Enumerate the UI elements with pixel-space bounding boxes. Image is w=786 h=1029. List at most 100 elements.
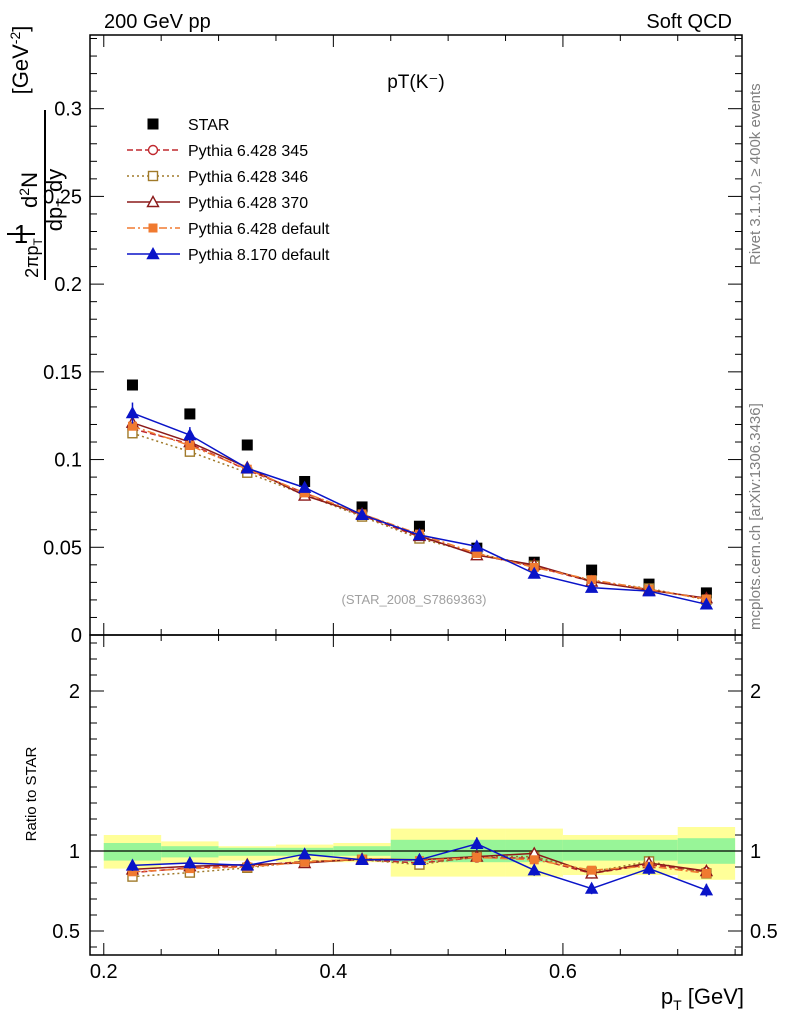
ratio-data-point <box>699 883 714 896</box>
legend-entry: Pythia 6.428 370 <box>127 195 308 212</box>
main-data-point <box>125 406 140 419</box>
main-y-tick-label: 0.3 <box>54 99 82 121</box>
ratio-data-point <box>183 856 197 869</box>
main-data-point <box>127 421 137 431</box>
ratio-data-point <box>470 836 484 849</box>
ratio-plot-frame <box>89 634 743 956</box>
ratio-data-point <box>240 858 254 871</box>
ratio-data-point <box>701 868 711 878</box>
main-data-point <box>413 520 425 532</box>
main-data-point <box>241 439 253 451</box>
main-data-point <box>584 580 599 593</box>
legend-entry: STAR <box>147 117 229 134</box>
x-tick-label: 0.4 <box>319 961 347 983</box>
legend-marker <box>147 170 159 182</box>
svg-text:2πpT: 2πpT <box>22 237 45 277</box>
legend: STAR Pythia 6.428 345 Pythia 6.428 346 Pyth… <box>127 117 330 264</box>
legend-marker <box>147 144 159 156</box>
main-data-point <box>355 507 369 521</box>
legend-entry: Pythia 6.428 default <box>127 221 330 238</box>
ratio-band-inner <box>218 847 276 856</box>
main-series-line <box>132 412 707 606</box>
ratio-data-point <box>527 863 541 876</box>
main-data-point <box>240 461 254 474</box>
legend-marker <box>147 118 159 130</box>
ratio-data-point <box>355 852 369 865</box>
ratio-y-tick-label: 0.5 <box>52 921 80 943</box>
main-data-point <box>126 379 138 391</box>
main-y-tick-label: 0 <box>71 625 82 647</box>
x-tick-label: 0.2 <box>90 961 118 983</box>
ratio-y-tick-label: 1 <box>69 841 80 863</box>
main-series-line <box>132 432 707 601</box>
main-data-point <box>470 539 484 552</box>
ratio-y-tick-label-right: 0.5 <box>750 921 778 943</box>
ratio-band-inner <box>562 839 678 861</box>
main-data-point <box>472 548 482 558</box>
ratio-series-line <box>132 855 707 878</box>
axes-group: 0.2 0.4 0.6 0 0.05 0.1 0.15 0.2 0.25 0.3 0.5 0.5 1 1 2… <box>43 34 778 983</box>
legend-label: Pythia 6.428 default <box>188 221 330 238</box>
main-series-1 <box>127 423 712 605</box>
legend-label: Pythia 6.428 345 <box>188 143 308 160</box>
header-right-label: Soft QCD <box>646 11 732 33</box>
ratio-data-point <box>642 861 656 874</box>
ratio-data-point <box>127 867 137 877</box>
legend-label: Pythia 8.170 default <box>188 247 330 264</box>
main-data-point <box>587 575 597 585</box>
legend-entry: Pythia 6.428 346 <box>127 169 308 186</box>
main-y-tick-label: 0.15 <box>43 362 82 384</box>
legend-marker <box>146 247 160 260</box>
ratio-data-point <box>584 881 599 894</box>
main-plot-title: pT(K⁻) <box>387 72 445 93</box>
main-series-2 <box>127 428 712 606</box>
main-y-axis-label: 1 2πpT d2N dpT dy [GeV-2] <box>7 26 70 280</box>
ratio-y-tick-label: 2 <box>69 681 80 703</box>
ratio-y-tick-label-right: 2 <box>750 681 761 703</box>
ratio-y-tick-label-right: 1 <box>750 841 761 863</box>
main-data-point <box>412 528 427 541</box>
legend-marker <box>146 195 160 208</box>
ratio-series-group <box>125 836 714 897</box>
legend-label: STAR <box>188 117 229 134</box>
legend-label: Pythia 6.428 346 <box>188 169 308 186</box>
ratio-band-inner <box>161 846 219 858</box>
svg-text:[GeV-2]: [GeV-2] <box>7 26 33 95</box>
legend-marker <box>148 223 158 233</box>
main-y-tick-label: 0.25 <box>43 186 82 208</box>
main-series-5 <box>125 402 714 610</box>
ratio-data-point <box>125 858 140 871</box>
svg-text:d2N: d2N <box>16 172 42 208</box>
ratio-series-4 <box>125 836 714 897</box>
main-data-point <box>356 501 368 513</box>
ratio-data-point <box>412 852 427 865</box>
main-data-point <box>184 408 196 420</box>
main-series-3 <box>125 415 714 604</box>
ratio-y-axis-label: Ratio to STAR <box>23 746 40 841</box>
main-data-point <box>642 584 656 597</box>
legend-entry: Pythia 6.428 345 <box>127 143 308 160</box>
rivet-version-label: Rivet 3.1.10, ≥ 400k events <box>747 83 764 265</box>
main-y-tick-label: 0.05 <box>43 537 82 559</box>
header-left-label: 200 GeV pp <box>104 11 211 33</box>
main-data-point <box>586 564 598 576</box>
x-tick-label: 0.6 <box>549 961 577 983</box>
x-axis-label: pT [GeV] <box>661 984 744 1013</box>
ratio-band-inner <box>103 843 162 861</box>
main-data-point <box>527 566 541 579</box>
ratio-data-point <box>529 855 539 865</box>
main-y-tick-label: 0.1 <box>54 450 82 472</box>
legend-label: Pythia 6.428 370 <box>188 195 308 212</box>
ratio-data-point <box>472 852 482 862</box>
ratio-data-point <box>587 865 597 875</box>
ratio-data-point <box>300 857 310 867</box>
main-data-point <box>185 441 195 451</box>
legend-entry: Pythia 8.170 default <box>127 247 330 264</box>
main-series-line <box>132 422 707 599</box>
main-series-group <box>125 379 714 610</box>
main-data-point <box>297 480 312 493</box>
analysis-watermark: (STAR_2008_S7869363) <box>341 592 486 607</box>
main-data-point <box>699 597 714 610</box>
main-data-point <box>300 488 310 498</box>
